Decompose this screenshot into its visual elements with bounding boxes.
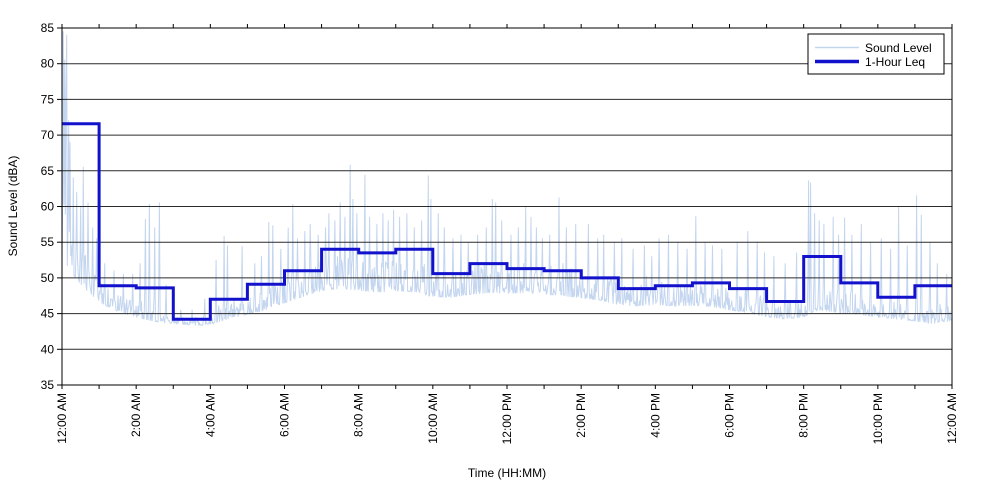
x-tick-label: 8:00 PM: [797, 393, 811, 438]
y-tick-label: 50: [41, 271, 55, 285]
legend-label-sound-level: Sound Level: [865, 41, 932, 55]
x-tick-label: 2:00 PM: [574, 393, 588, 438]
x-tick-label: 4:00 AM: [203, 393, 217, 437]
x-tick-label: 10:00 AM: [426, 393, 440, 444]
x-tick-label: 4:00 PM: [648, 393, 662, 438]
x-tick-label: 6:00 AM: [278, 393, 292, 437]
y-tick-label: 60: [41, 200, 55, 214]
x-tick-label: 8:00 AM: [352, 393, 366, 437]
x-tick-label: 12:00 AM: [55, 393, 69, 444]
x-tick-label: 12:00 PM: [500, 393, 514, 444]
leq-path: [62, 122, 952, 321]
leq-series: [62, 122, 952, 321]
y-tick-label: 40: [41, 342, 55, 356]
y-axis-title: Sound Level (dBA): [6, 156, 20, 257]
x-tick-label: 2:00 AM: [129, 393, 143, 437]
x-tick-label: 10:00 PM: [871, 393, 885, 444]
y-tick-label: 85: [41, 21, 55, 35]
y-tick-label: 65: [41, 164, 55, 178]
y-tick-label: 80: [41, 57, 55, 71]
y-tick-label: 35: [41, 378, 55, 392]
y-tick-label: 70: [41, 128, 55, 142]
legend: Sound Level 1-Hour Leq: [807, 33, 945, 75]
axes: [57, 24, 953, 389]
y-tick-label: 75: [41, 92, 55, 106]
y-tick-label: 55: [41, 235, 55, 249]
x-tick-label: 12:00 AM: [945, 393, 959, 444]
x-tick-label: 6:00 PM: [723, 393, 737, 438]
gridlines: [62, 27, 952, 386]
sound-level-path: [61, 31, 953, 326]
legend-box: [807, 33, 945, 75]
x-axis-title: Time (HH:MM): [468, 466, 546, 480]
y-tick-label: 45: [41, 307, 55, 321]
legend-label-leq: 1-Hour Leq: [865, 55, 925, 69]
sound-level-series: [61, 31, 953, 326]
tick-labels: 35 40 45 50 55 60 65 70 75 80 85 12:00 AM 2:00 AM 4:0…: [41, 21, 959, 444]
